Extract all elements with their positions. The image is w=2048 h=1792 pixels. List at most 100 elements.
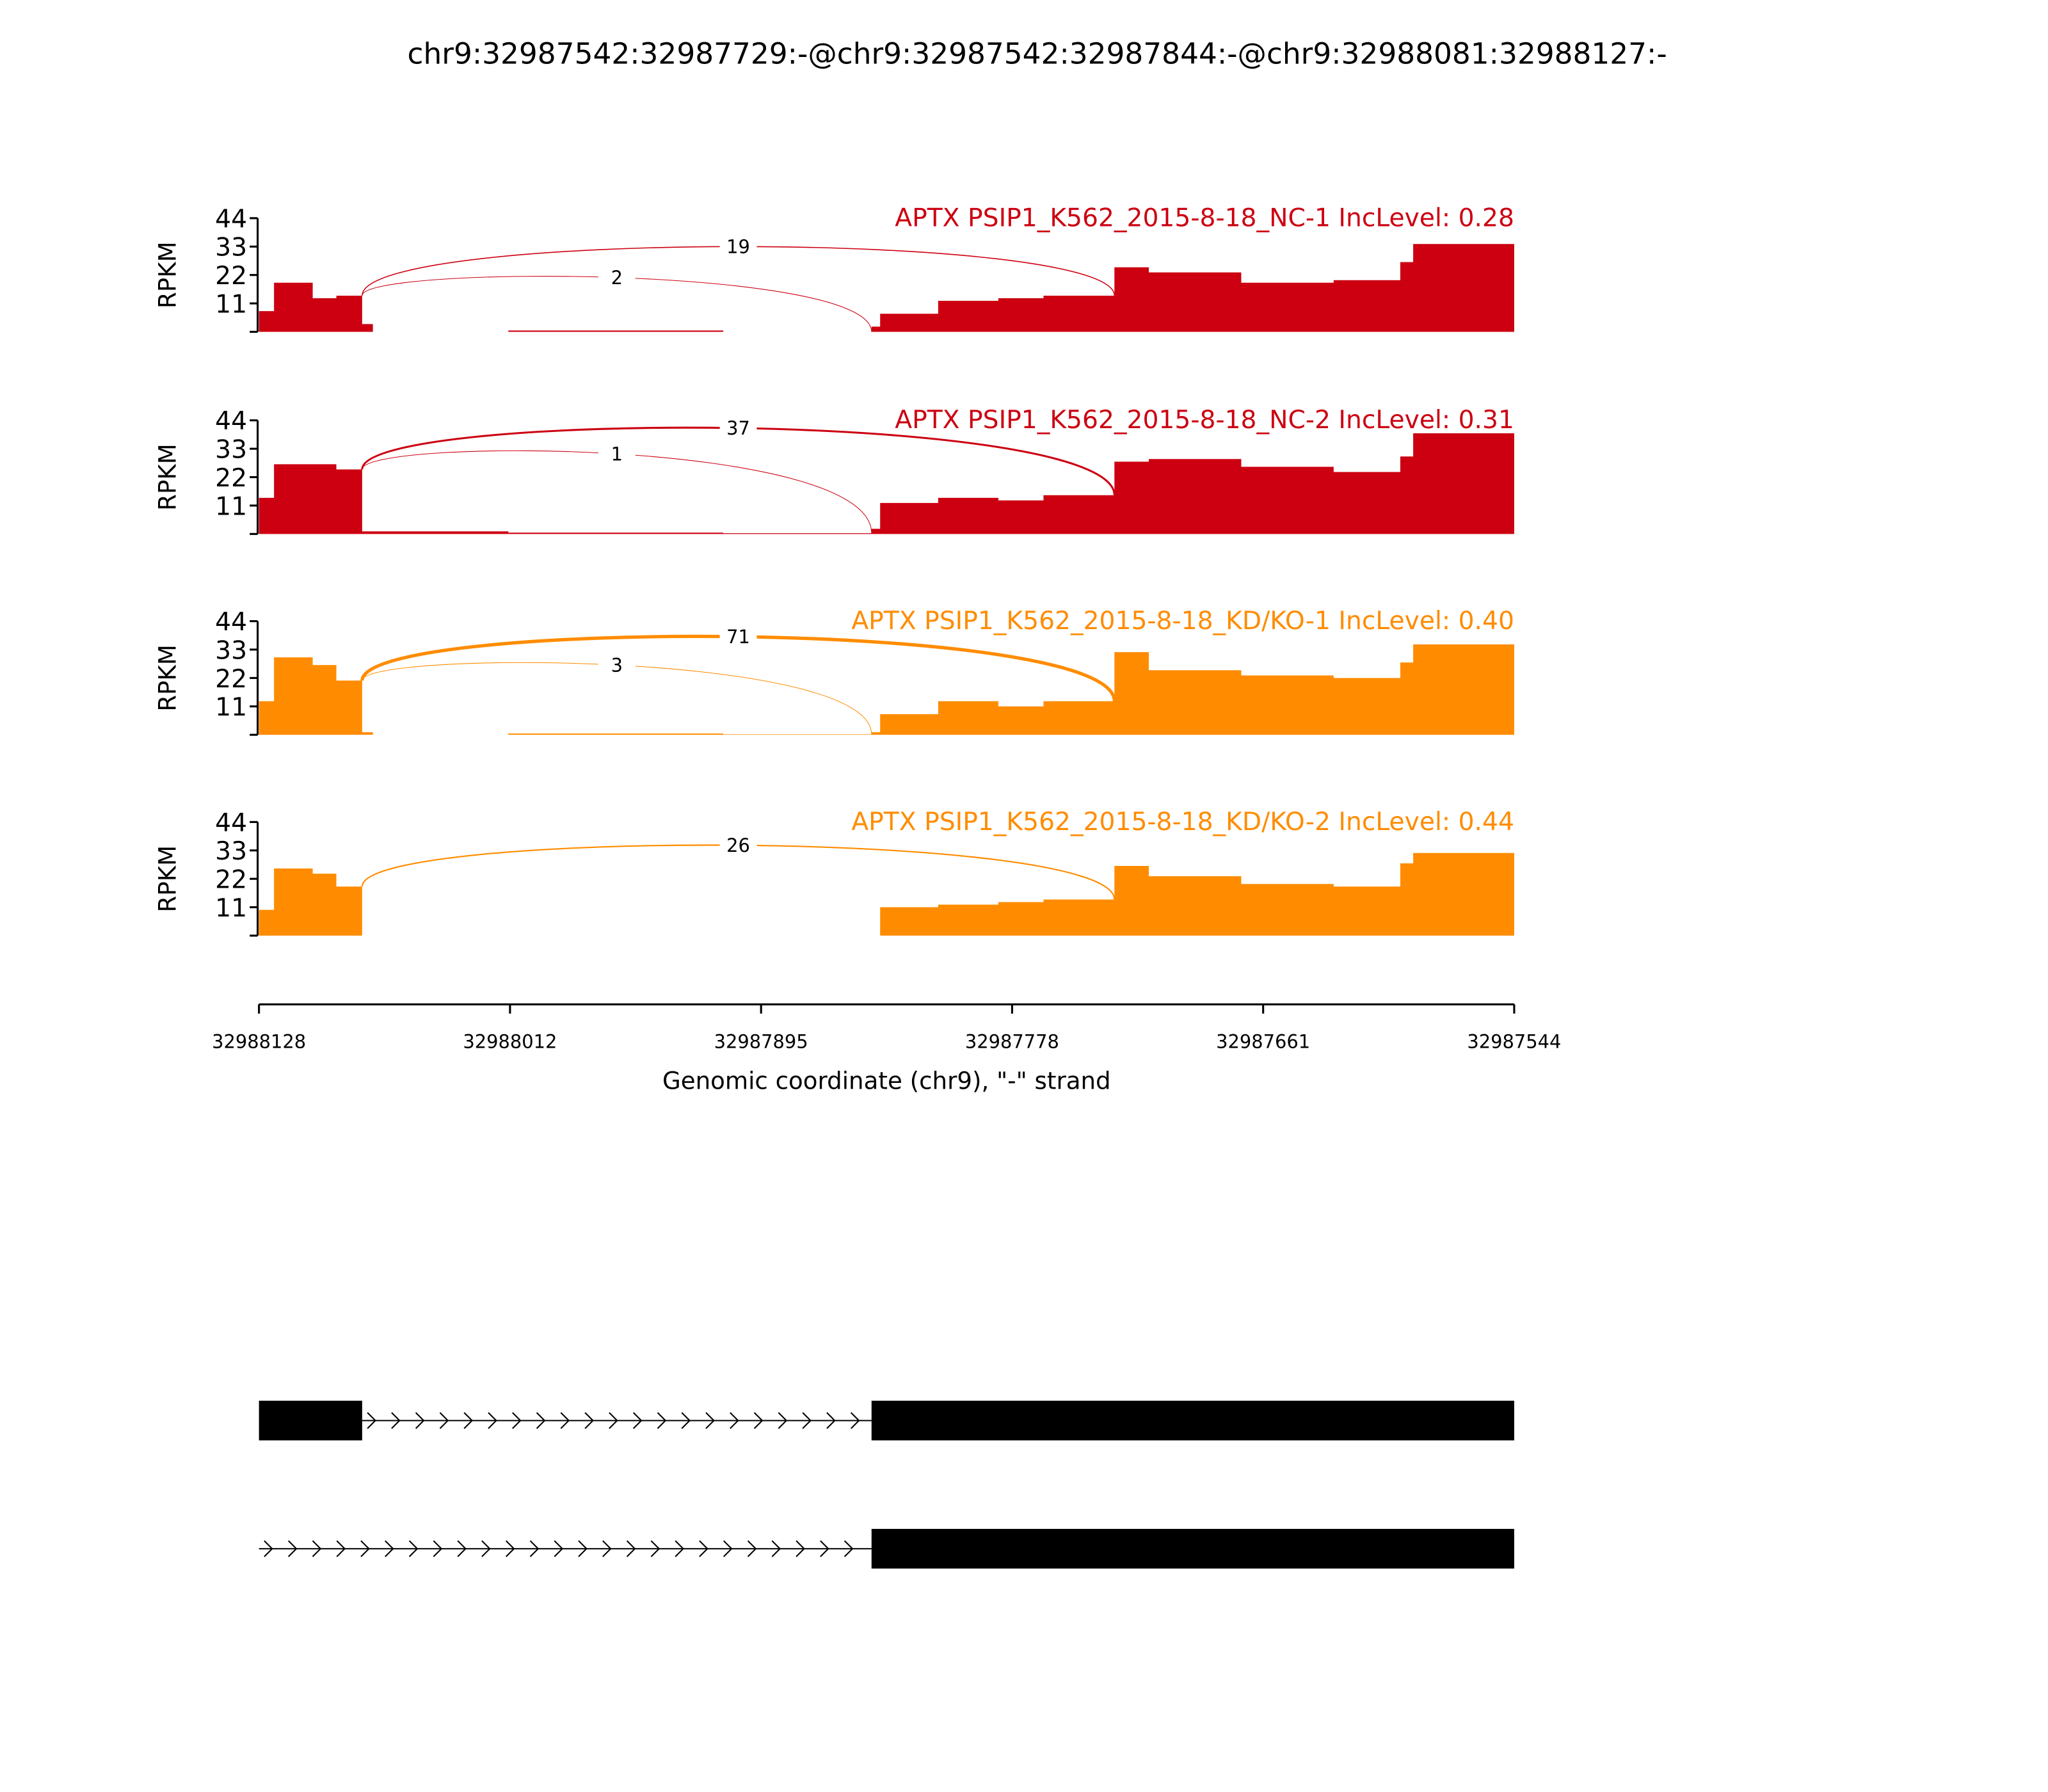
y-tick-label: 11 — [215, 291, 247, 319]
y-tick-label: 44 — [215, 205, 247, 234]
isoform-1 — [259, 1400, 1514, 1441]
strand-arrow-icon — [415, 1412, 425, 1429]
gene-model-track — [259, 1400, 1514, 1569]
junction-count-label: 37 — [726, 417, 750, 439]
strand-arrow-icon — [488, 1412, 497, 1429]
y-tick-label: 11 — [215, 894, 247, 923]
strand-arrow-icon — [457, 1540, 467, 1557]
junction-label-bg — [719, 625, 757, 649]
isoform-2 — [259, 1528, 1514, 1569]
y-tick-label: 44 — [215, 407, 247, 436]
coverage-area — [259, 244, 1514, 332]
strand-arrow-icon — [554, 1540, 564, 1557]
strand-arrow-icon — [820, 1540, 829, 1557]
strand-arrow-icon — [778, 1412, 788, 1429]
strand-arrow-icon — [753, 1412, 764, 1429]
y-tick-label: 33 — [215, 837, 247, 866]
strand-arrow-icon — [433, 1540, 443, 1557]
y-tick-label: 11 — [215, 492, 247, 521]
junction-count-label: 71 — [726, 626, 750, 648]
strand-arrow-icon — [771, 1540, 781, 1557]
strand-arrow-icon — [626, 1540, 636, 1557]
x-tick-label: 32988012 — [463, 1030, 557, 1052]
strand-arrow-icon — [512, 1412, 522, 1429]
junction-label-bg — [598, 653, 636, 677]
y-tick-label: 22 — [215, 464, 247, 493]
strand-arrow-icon — [536, 1412, 546, 1429]
strand-arrow-icon — [463, 1412, 474, 1429]
sample-label: APTX PSIP1_K562_2015-8-18_NC-2 IncLevel:… — [895, 406, 1514, 435]
strand-arrow-icon — [264, 1540, 273, 1557]
x-tick-label: 32987661 — [1216, 1030, 1310, 1052]
strand-arrow-icon — [681, 1412, 691, 1429]
strand-arrow-icon — [360, 1540, 370, 1557]
coverage-area — [259, 644, 1514, 735]
strand-arrow-icon — [730, 1412, 739, 1429]
junction-count-label: 1 — [611, 444, 623, 465]
chart-title: chr9:32987542:32987729:-@chr9:32987542:3… — [408, 36, 1667, 70]
strand-arrow-icon — [560, 1412, 570, 1429]
strand-arrow-icon — [826, 1412, 836, 1429]
strand-arrow-icon — [529, 1540, 540, 1557]
strand-arrow-icon — [609, 1412, 618, 1429]
strand-arrow-icon — [584, 1412, 594, 1429]
x-tick-label: 32987778 — [965, 1030, 1059, 1052]
strand-arrow-icon — [602, 1540, 612, 1557]
strand-arrow-icon — [312, 1540, 322, 1557]
strand-arrow-icon — [723, 1540, 733, 1557]
strand-arrow-icon — [481, 1540, 491, 1557]
sample-label: APTX PSIP1_K562_2015-8-18_NC-1 IncLevel:… — [895, 204, 1514, 232]
strand-arrow-icon — [578, 1540, 588, 1557]
strand-arrow-icon — [675, 1540, 685, 1557]
strand-arrow-icon — [802, 1412, 812, 1429]
exon-block — [871, 1400, 1514, 1441]
strand-arrow-icon — [844, 1540, 854, 1557]
exon-block — [259, 1400, 362, 1441]
strand-arrow-icon — [439, 1412, 449, 1429]
junction-count-label: 26 — [726, 835, 750, 856]
junction-count-label: 3 — [611, 655, 623, 676]
x-tick-label: 32987544 — [1467, 1030, 1561, 1052]
coverage-area — [259, 852, 1514, 936]
y-axis-label: RPKM — [154, 845, 182, 913]
strand-arrow-icon — [747, 1540, 757, 1557]
strand-arrow-icon — [385, 1540, 394, 1557]
x-axis-label: Genomic coordinate (chr9), "-" strand — [662, 1067, 1111, 1094]
y-axis-label: RPKM — [154, 444, 182, 511]
junction-count-label: 19 — [726, 236, 750, 258]
strand-arrow-icon — [287, 1540, 298, 1557]
junction-label-bg — [719, 234, 757, 259]
y-tick-label: 11 — [215, 693, 247, 722]
sample-label: APTX PSIP1_K562_2015-8-18_KD/KO-1 IncLev… — [851, 607, 1514, 636]
y-axis-label: RPKM — [154, 644, 182, 712]
strand-arrow-icon — [408, 1540, 419, 1557]
y-tick-label: 33 — [215, 234, 247, 262]
exon-block — [871, 1528, 1514, 1569]
strand-arrow-icon — [705, 1412, 715, 1429]
junction-count-label: 2 — [611, 267, 623, 289]
strand-arrow-icon — [391, 1412, 401, 1429]
strand-arrow-icon — [632, 1412, 643, 1429]
y-tick-label: 44 — [215, 809, 247, 838]
strand-arrow-icon — [796, 1540, 805, 1557]
y-tick-label: 33 — [215, 636, 247, 665]
y-tick-label: 33 — [215, 436, 247, 465]
y-tick-label: 22 — [215, 866, 247, 895]
coverage-area — [259, 433, 1514, 534]
strand-arrow-icon — [336, 1540, 346, 1557]
x-tick-label: 32987895 — [714, 1030, 808, 1052]
junction-label-bg — [719, 416, 757, 440]
junction-label-bg — [719, 833, 757, 858]
strand-arrow-icon — [505, 1540, 515, 1557]
y-tick-label: 44 — [215, 608, 247, 637]
strand-arrow-icon — [367, 1412, 376, 1429]
sample-label: APTX PSIP1_K562_2015-8-18_KD/KO-2 IncLev… — [851, 808, 1514, 836]
junction-label-bg — [598, 442, 636, 466]
y-tick-label: 22 — [215, 665, 247, 694]
y-axis-label: RPKM — [154, 241, 182, 308]
